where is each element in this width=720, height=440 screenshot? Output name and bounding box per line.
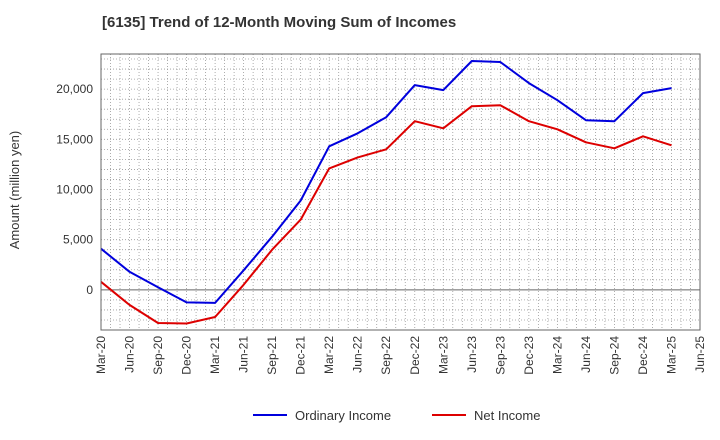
x-tick-label: Dec-24 [636, 336, 650, 375]
x-tick-label: Jun-24 [579, 336, 593, 373]
x-tick-label: Mar-22 [322, 336, 336, 374]
series-layer [100, 60, 672, 325]
y-tick-label: 15,000 [56, 132, 93, 146]
y-tick-label: 10,000 [56, 182, 93, 196]
y-tick-label: 5,000 [63, 233, 93, 247]
legend-label: Net Income [474, 408, 540, 423]
x-tick-label: Dec-21 [294, 336, 308, 375]
series-line-ordinary-income [100, 60, 672, 304]
x-tick-label: Mar-21 [208, 336, 222, 374]
y-tick-labels: 0 5,000 10,000 15,000 20,000 [56, 82, 93, 297]
x-tick-label: Jun-20 [123, 336, 137, 373]
x-tick-label: Sep-22 [379, 336, 393, 375]
x-tick-label: Sep-21 [265, 336, 279, 375]
x-tick-label: Jun-22 [351, 336, 365, 373]
x-tick-label: Mar-20 [94, 336, 108, 374]
y-tick-label: 0 [86, 283, 93, 297]
legend: Ordinary Income Net Income [253, 408, 540, 423]
x-tick-label: Sep-20 [151, 336, 165, 375]
x-tick-label: Dec-22 [408, 336, 422, 375]
grid-layer [101, 54, 700, 330]
chart-title: [6135] Trend of 12-Month Moving Sum of I… [102, 14, 457, 31]
x-tick-label: Dec-20 [180, 336, 194, 375]
x-tick-label: Jun-23 [465, 336, 479, 373]
x-tick-label: Dec-23 [522, 336, 536, 375]
x-tick-label: Jun-25 [693, 336, 707, 373]
plot-frame [100, 53, 701, 331]
x-tick-labels: Mar-20 Jun-20 Sep-20 Dec-20 Mar-21 Jun-21 Sep-… [94, 336, 707, 375]
x-tick-label: Sep-24 [607, 336, 621, 375]
x-tick-label: Mar-24 [550, 336, 564, 374]
series-line-net-income [100, 104, 672, 325]
x-tick-label: Sep-23 [493, 336, 507, 375]
y-tick-label: 20,000 [56, 82, 93, 96]
legend-label: Ordinary Income [295, 408, 391, 423]
x-tick-label: Mar-25 [664, 336, 678, 374]
x-tick-label: Mar-23 [436, 336, 450, 374]
x-tick-label: Jun-21 [237, 336, 251, 373]
y-axis-title: Amount (million yen) [7, 131, 22, 250]
